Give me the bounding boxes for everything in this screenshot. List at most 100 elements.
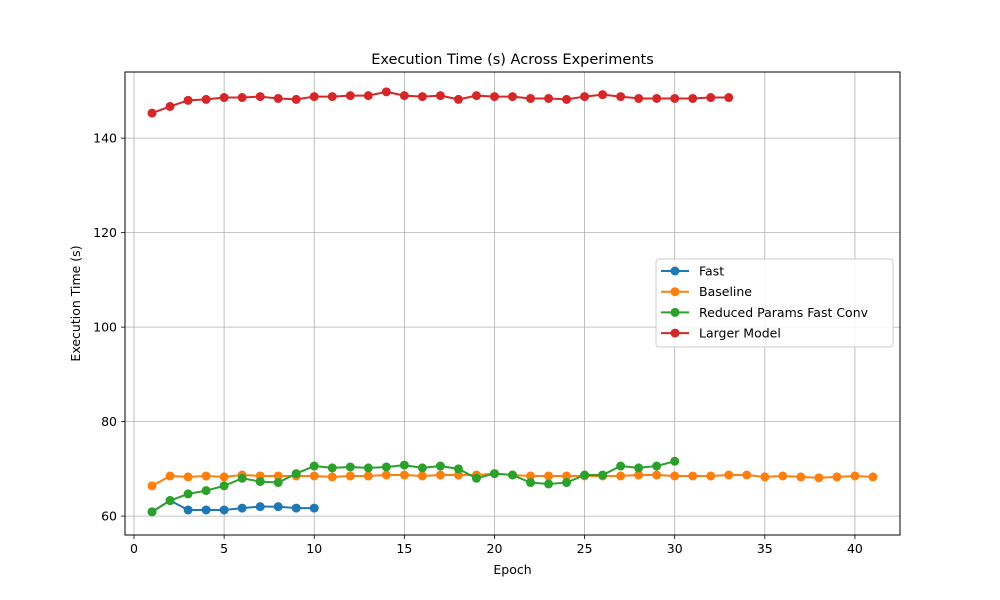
data-point-larger-model bbox=[526, 93, 536, 103]
data-point-reduced-params-fast-conv bbox=[363, 463, 373, 473]
y-tick-label: 140 bbox=[93, 131, 117, 146]
data-point-reduced-params-fast-conv bbox=[580, 470, 590, 480]
y-tick-label: 60 bbox=[101, 509, 117, 524]
y-tick-label: 80 bbox=[101, 414, 117, 429]
data-point-fast bbox=[219, 505, 229, 515]
data-point-fast bbox=[183, 505, 193, 515]
data-point-baseline bbox=[327, 472, 337, 482]
data-point-baseline bbox=[309, 471, 319, 481]
data-point-baseline bbox=[652, 470, 662, 480]
plot-frame bbox=[124, 71, 901, 536]
data-point-baseline bbox=[562, 471, 572, 481]
data-point-larger-model bbox=[435, 91, 445, 101]
data-point-reduced-params-fast-conv bbox=[255, 477, 265, 487]
x-tick-label: 5 bbox=[220, 541, 228, 556]
x-tick-label: 15 bbox=[396, 541, 412, 556]
y-tick-label: 100 bbox=[93, 320, 117, 335]
data-point-fast bbox=[237, 503, 247, 513]
data-point-baseline bbox=[778, 471, 788, 481]
data-point-fast bbox=[201, 505, 211, 515]
data-point-larger-model bbox=[471, 91, 481, 101]
data-point-larger-model bbox=[345, 91, 355, 101]
legend: Fast Baseline Reduced Params Fast Conv Larg… bbox=[655, 258, 894, 348]
data-point-larger-model bbox=[183, 95, 193, 105]
legend-item-reduced-params-fast-conv: Reduced Params Fast Conv bbox=[661, 305, 869, 320]
data-point-baseline bbox=[273, 471, 283, 481]
data-point-reduced-params-fast-conv bbox=[237, 473, 247, 483]
data-point-baseline bbox=[219, 472, 229, 482]
x-axis-label: Epoch bbox=[493, 562, 531, 577]
legend-item-fast: Fast bbox=[661, 264, 724, 279]
data-point-baseline bbox=[165, 471, 175, 481]
x-axis: 0 5 10 15 20 25 30 35 40 bbox=[130, 535, 863, 556]
data-point-larger-model bbox=[598, 90, 608, 100]
data-point-baseline bbox=[616, 471, 626, 481]
data-point-reduced-params-fast-conv bbox=[652, 461, 662, 471]
data-point-baseline bbox=[381, 470, 391, 480]
data-point-larger-model bbox=[255, 92, 265, 102]
data-point-larger-model bbox=[562, 94, 572, 104]
data-point-baseline bbox=[183, 472, 193, 482]
data-point-larger-model bbox=[508, 92, 517, 102]
grid-lines bbox=[125, 72, 900, 535]
data-point-reduced-params-fast-conv bbox=[381, 462, 391, 472]
y-axis: 60 80 100 120 140 bbox=[93, 131, 125, 524]
data-point-larger-model bbox=[489, 92, 499, 102]
data-point-reduced-params-fast-conv bbox=[453, 464, 463, 474]
data-point-reduced-params-fast-conv bbox=[489, 469, 499, 479]
data-point-baseline bbox=[760, 472, 770, 482]
data-point-larger-model bbox=[688, 93, 698, 103]
data-point-baseline bbox=[363, 471, 373, 481]
data-point-reduced-params-fast-conv bbox=[471, 473, 481, 483]
data-point-larger-model bbox=[309, 92, 319, 102]
data-point-reduced-params-fast-conv bbox=[165, 496, 175, 506]
x-tick-label: 40 bbox=[847, 541, 863, 556]
data-point-baseline bbox=[688, 471, 698, 481]
x-tick-label: 30 bbox=[667, 541, 683, 556]
data-point-baseline bbox=[814, 473, 824, 483]
data-point-reduced-params-fast-conv bbox=[634, 463, 644, 473]
series-fast bbox=[147, 496, 319, 517]
data-point-baseline bbox=[526, 471, 536, 481]
data-point-larger-model bbox=[670, 93, 680, 103]
data-point-reduced-params-fast-conv bbox=[345, 462, 355, 472]
data-point-baseline bbox=[796, 472, 806, 482]
data-point-larger-model bbox=[634, 93, 644, 103]
data-point-baseline bbox=[868, 472, 878, 482]
data-point-reduced-params-fast-conv bbox=[219, 481, 229, 491]
data-point-larger-model bbox=[273, 93, 283, 103]
x-tick-label: 35 bbox=[757, 541, 773, 556]
data-point-reduced-params-fast-conv bbox=[291, 469, 301, 479]
data-point-baseline bbox=[201, 471, 211, 481]
data-point-baseline bbox=[724, 470, 734, 480]
data-point-larger-model bbox=[381, 87, 391, 97]
data-point-fast bbox=[273, 502, 283, 512]
data-point-larger-model bbox=[237, 93, 247, 103]
chart-title: Execution Time (s) Across Experiments bbox=[371, 52, 654, 68]
data-point-baseline bbox=[742, 470, 752, 480]
y-tick-label: 120 bbox=[93, 225, 117, 240]
legend-item-baseline: Baseline bbox=[661, 284, 752, 299]
data-point-reduced-params-fast-conv bbox=[147, 507, 157, 517]
data-point-reduced-params-fast-conv bbox=[417, 463, 427, 473]
data-point-reduced-params-fast-conv bbox=[670, 456, 680, 466]
data-point-reduced-params-fast-conv bbox=[399, 460, 409, 470]
data-point-baseline bbox=[417, 471, 427, 481]
legend-swatch-marker bbox=[670, 266, 680, 276]
data-point-larger-model bbox=[201, 94, 211, 104]
series-reduced-params-fast-conv bbox=[147, 456, 680, 517]
data-point-larger-model bbox=[652, 93, 662, 103]
series-larger-model bbox=[147, 87, 734, 118]
data-point-larger-model bbox=[165, 101, 175, 111]
data-point-reduced-params-fast-conv bbox=[327, 463, 337, 473]
data-point-larger-model bbox=[399, 91, 409, 101]
data-point-reduced-params-fast-conv bbox=[273, 478, 283, 488]
legend-swatch-marker bbox=[670, 328, 680, 338]
data-point-larger-model bbox=[544, 93, 554, 103]
data-point-baseline bbox=[634, 470, 644, 480]
data-point-larger-model bbox=[363, 91, 373, 101]
data-point-baseline bbox=[147, 481, 157, 491]
data-point-baseline bbox=[435, 470, 445, 480]
x-tick-label: 0 bbox=[130, 541, 138, 556]
